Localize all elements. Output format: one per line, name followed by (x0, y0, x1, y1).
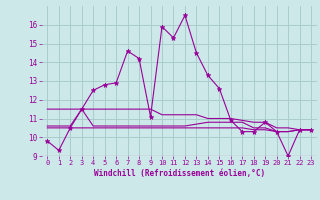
X-axis label: Windchill (Refroidissement éolien,°C): Windchill (Refroidissement éolien,°C) (94, 169, 265, 178)
